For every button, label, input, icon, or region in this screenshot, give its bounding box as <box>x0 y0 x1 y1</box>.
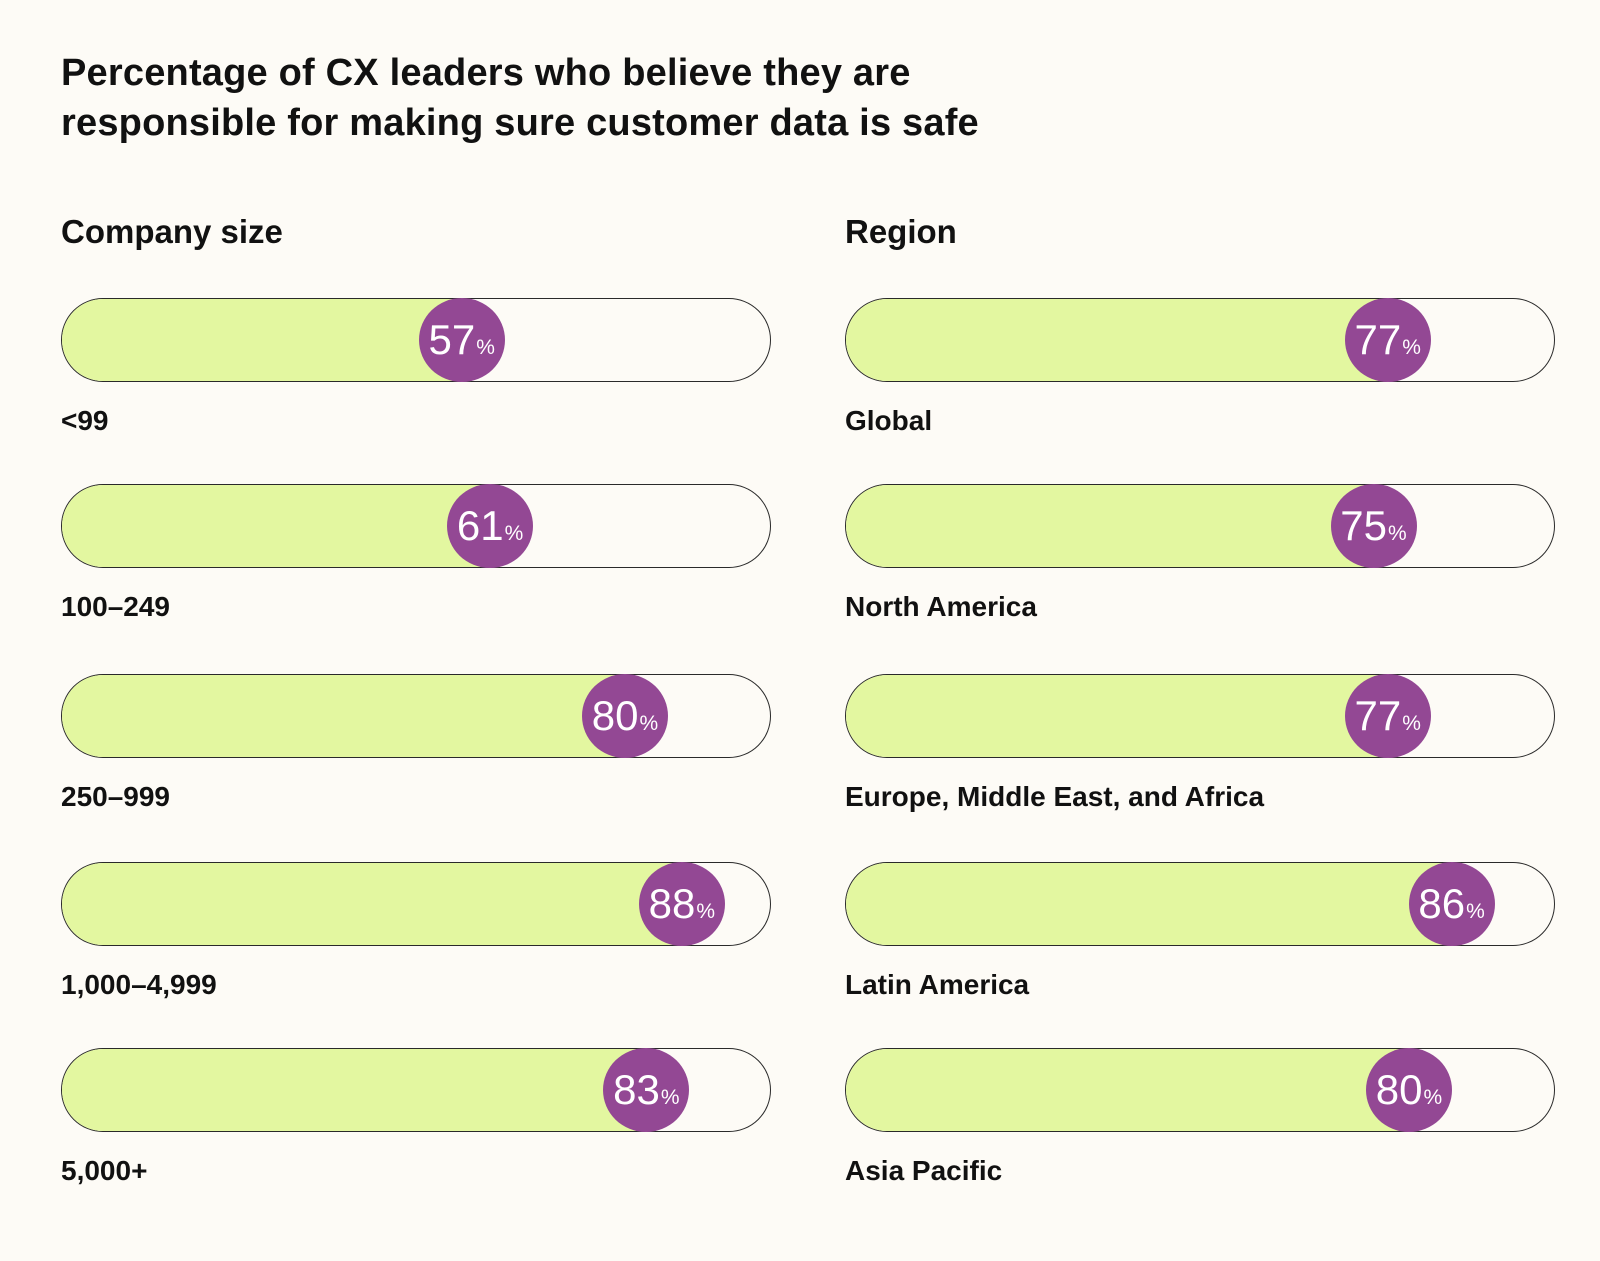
company-size-percent-sign: % <box>476 335 495 359</box>
chart-title-line-1: Percentage of CX leaders who believe the… <box>61 52 911 94</box>
region-category-label: Europe, Middle East, and Africa <box>845 781 1265 812</box>
company-size-panel: Company size 57% <99 61% 100–249 80% 250–999 8… <box>61 210 773 1186</box>
company-size-value-label: 88 <box>648 880 696 927</box>
region-bar-fill <box>846 299 1389 381</box>
company-size-bar-fill <box>62 485 492 567</box>
region-bar-row: 80% Asia Pacific <box>845 1048 1557 1188</box>
region-value-label: 77 <box>1354 692 1402 739</box>
region-bar-row: 77% Global <box>845 298 1557 438</box>
region-bar-track <box>845 484 1555 568</box>
region-bar-fill <box>846 863 1453 945</box>
region-value-bubble: 86% <box>1408 862 1495 946</box>
company-size-category-label: <99 <box>61 405 109 436</box>
company-size-bar-track <box>61 298 771 382</box>
company-size-category-label: 100–249 <box>61 591 171 622</box>
company-size-bar-row: 80% 250–999 <box>61 674 773 814</box>
region-value-label: 77 <box>1354 316 1402 363</box>
company-size-value-label: 61 <box>456 502 504 549</box>
region-percent-sign: % <box>1402 335 1421 359</box>
region-percent-sign: % <box>1466 899 1485 923</box>
region-value-label: 80 <box>1375 1066 1423 1113</box>
region-bar-row: 86% Latin America <box>845 862 1557 1002</box>
company-size-value-bubble: 57% <box>418 298 505 382</box>
region-value-label: 86 <box>1418 880 1466 927</box>
company-size-value-bubble: 83% <box>603 1048 690 1132</box>
region-bar-fill <box>846 1049 1410 1131</box>
company-size-value-bubble: 88% <box>638 862 725 946</box>
company-size-value-label: 80 <box>591 692 639 739</box>
company-size-percent-sign: % <box>504 521 524 545</box>
company-size-value-bubble: 61% <box>447 484 534 568</box>
chart-title-line-2: responsible for making sure customer dat… <box>61 102 979 144</box>
region-bar-row: 77% Europe, Middle East, and Africa <box>845 674 1557 814</box>
company-size-heading: Company size <box>61 213 283 250</box>
region-bar-fill <box>846 675 1389 757</box>
company-size-category-label: 1,000–4,999 <box>61 969 217 1000</box>
company-size-bar-row: 57% <99 <box>61 298 773 438</box>
region-percent-sign: % <box>1423 1085 1443 1109</box>
company-size-value-label: 83 <box>613 1066 660 1113</box>
region-value-bubble: 80% <box>1366 1048 1452 1132</box>
region-value-bubble: 75% <box>1330 484 1417 568</box>
company-size-bar-row: 61% 100–249 <box>61 484 773 624</box>
region-percent-sign: % <box>1388 521 1407 545</box>
company-size-category-label: 250–999 <box>61 781 171 812</box>
region-panel: Region 77% Global 75% North America 77% Europ… <box>845 210 1557 1186</box>
company-size-percent-sign: % <box>660 1085 680 1109</box>
company-size-value-bubble: 80% <box>582 674 668 758</box>
company-size-bar-row: 88% 1,000–4,999 <box>61 862 773 1002</box>
region-value-bubble: 77% <box>1344 674 1431 758</box>
company-size-bar-fill <box>62 299 463 381</box>
region-bar-fill <box>846 485 1375 567</box>
company-size-bar-fill <box>62 863 683 945</box>
region-category-label: North America <box>845 591 1037 622</box>
region-value-label: 75 <box>1340 502 1388 549</box>
region-heading: Region <box>845 213 957 250</box>
company-size-bar-track <box>61 484 771 568</box>
company-size-bar-fill <box>62 675 626 757</box>
company-size-category-label: 5,000+ <box>61 1155 148 1186</box>
region-category-label: Global <box>845 405 933 436</box>
region-bar-track <box>845 298 1555 382</box>
chart-title: Percentage of CX leaders who believe the… <box>61 48 1261 148</box>
region-category-label: Latin America <box>845 969 1030 1000</box>
company-size-bar-fill <box>62 1049 648 1131</box>
region-category-label: Asia Pacific <box>845 1155 1003 1186</box>
region-bar-track <box>845 674 1555 758</box>
region-bar-row: 75% North America <box>845 484 1557 624</box>
company-size-bar-row: 83% 5,000+ <box>61 1048 773 1188</box>
company-size-percent-sign: % <box>696 899 715 923</box>
region-value-bubble: 77% <box>1344 298 1431 382</box>
company-size-value-label: 57 <box>428 316 476 363</box>
company-size-percent-sign: % <box>639 711 659 735</box>
region-percent-sign: % <box>1402 711 1421 735</box>
